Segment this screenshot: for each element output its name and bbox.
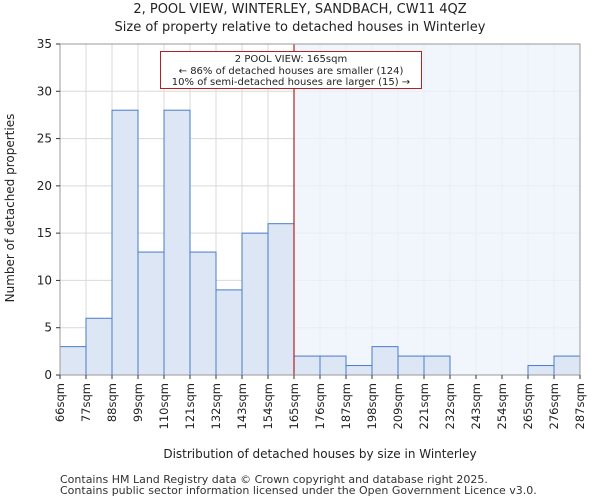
- footer-line-1: Contains HM Land Registry data © Crown c…: [60, 473, 488, 486]
- histogram-bar: [293, 355, 321, 376]
- annotation-line-3: 10% of semi-detached houses are larger (…: [171, 77, 411, 88]
- x-tick-label: 110sqm: [157, 383, 171, 429]
- y-tick-label: 35: [37, 37, 52, 51]
- histogram-bar: [527, 365, 555, 376]
- footer-line-2: Contains public sector information licen…: [60, 484, 537, 497]
- y-tick-label: 15: [37, 226, 52, 240]
- histogram-bar: [423, 355, 451, 376]
- x-tick-label: 88sqm: [105, 383, 119, 422]
- x-tick-label: 132sqm: [209, 383, 223, 429]
- highlight-region-layer: [294, 44, 580, 375]
- x-tick-label: 176sqm: [313, 383, 327, 429]
- histogram-bar: [319, 355, 347, 376]
- y-tick-label: 5: [44, 321, 52, 335]
- histogram-bar: [553, 355, 581, 376]
- chart-title: 2, POOL VIEW, WINTERLEY, SANDBACH, CW11 …: [133, 2, 467, 17]
- x-tick-label: 77sqm: [79, 383, 93, 422]
- x-tick-label: 243sqm: [469, 383, 483, 429]
- axis-layer: 0 5 10 15 20 25 30 35 66sqm 77sqm 88sqm 99sqm 110sqm…: [37, 37, 587, 429]
- histogram-bar: [267, 223, 295, 376]
- histogram-bar: [215, 289, 243, 376]
- histogram-bar: [85, 317, 113, 376]
- x-tick-label: 221sqm: [417, 383, 431, 429]
- chart-subtitle: Size of property relative to detached ho…: [114, 20, 486, 35]
- highlight-region: [294, 44, 580, 375]
- y-tick-label: 25: [37, 132, 52, 146]
- annotation-box: 2 POOL VIEW: 165sqm ← 86% of detached ho…: [160, 51, 422, 89]
- y-tick-label: 20: [37, 179, 52, 193]
- y-axis-label: Number of detached properties: [3, 114, 17, 303]
- bar-layer: [59, 44, 581, 376]
- x-tick-label: 198sqm: [365, 383, 379, 429]
- histogram-bar: [111, 109, 139, 376]
- y-tick-label: 10: [37, 273, 52, 287]
- x-tick-label: 265sqm: [521, 383, 535, 429]
- x-tick-label: 232sqm: [443, 383, 457, 429]
- x-tick-label: 165sqm: [287, 383, 301, 429]
- annotation-line-2: ← 86% of detached houses are smaller (12…: [178, 65, 404, 77]
- histogram-bar: [397, 355, 425, 376]
- histogram-bar: [371, 346, 399, 376]
- histogram-bar: [59, 346, 87, 376]
- x-tick-label: 187sqm: [339, 383, 353, 429]
- x-tick-label: 254sqm: [495, 383, 509, 429]
- x-axis-label: Distribution of detached houses by size …: [163, 447, 476, 461]
- histogram-bar: [163, 109, 191, 376]
- annotation-line-1: 2 POOL VIEW: 165sqm: [234, 54, 348, 65]
- x-tick-label: 209sqm: [391, 383, 405, 429]
- histogram-bar: [137, 251, 165, 376]
- x-tick-label: 99sqm: [131, 383, 145, 422]
- x-tick-label: 154sqm: [261, 383, 275, 429]
- histogram-bar: [189, 251, 217, 376]
- histogram-bar: [345, 365, 373, 376]
- x-tick-label: 121sqm: [183, 383, 197, 429]
- histogram-bar: [241, 232, 269, 376]
- x-tick-label: 143sqm: [235, 383, 249, 429]
- y-tick-label: 30: [37, 84, 52, 98]
- x-tick-label: 66sqm: [53, 383, 67, 422]
- y-tick-label: 0: [44, 368, 52, 382]
- x-tick-label: 287sqm: [573, 383, 587, 429]
- x-tick-label: 276sqm: [547, 383, 561, 429]
